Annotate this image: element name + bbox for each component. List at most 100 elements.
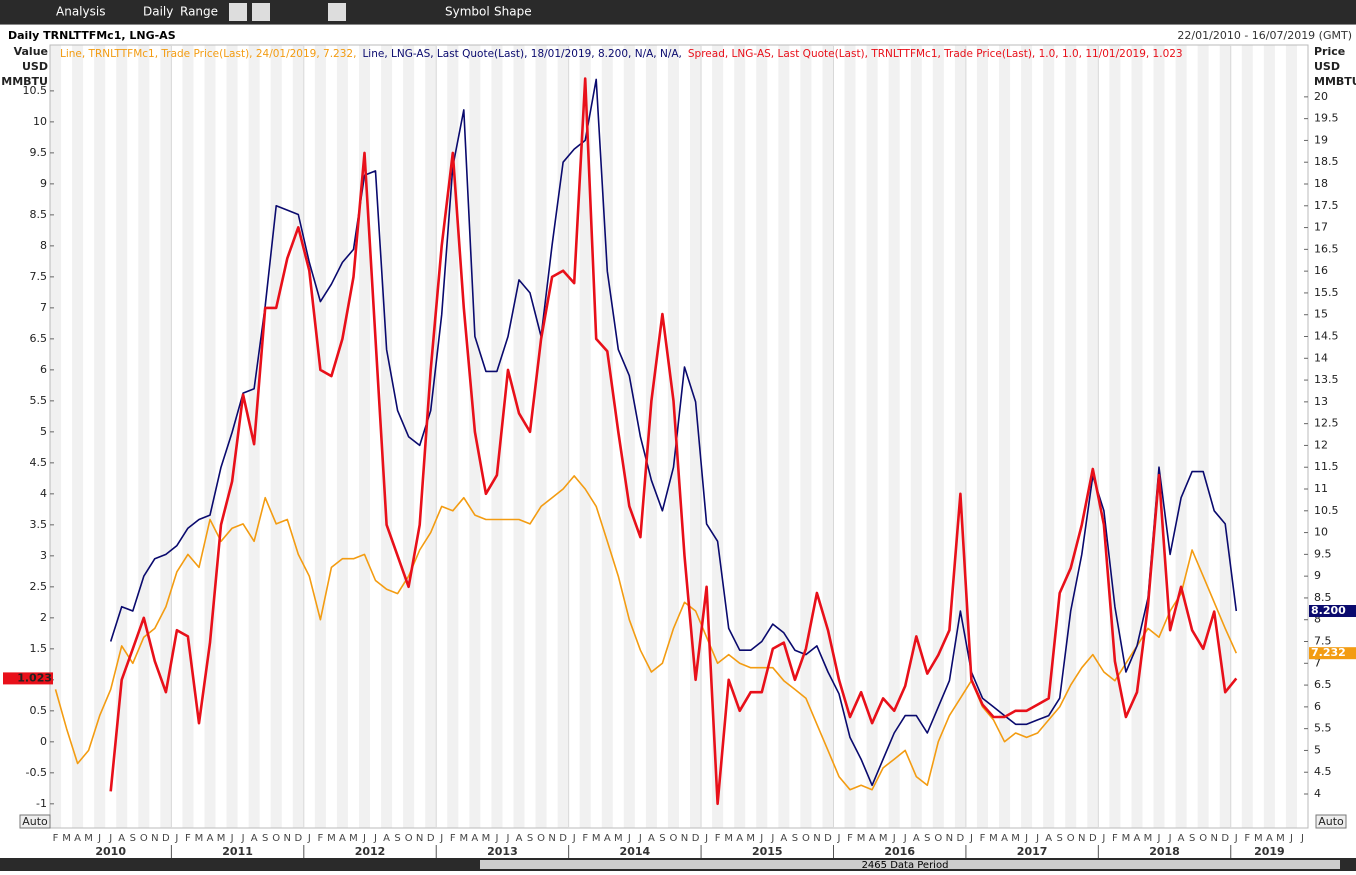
x-tick-label: J xyxy=(494,833,498,844)
year-label: 2017 xyxy=(1017,845,1048,858)
month-stripe xyxy=(425,45,437,828)
end-tag-label: 8.200 xyxy=(1311,604,1346,617)
x-tick-label: J xyxy=(505,833,509,844)
y2-tick-label: 17.5 xyxy=(1314,199,1339,212)
month-stripe xyxy=(204,45,216,828)
month-stripe xyxy=(381,45,393,828)
month-stripe xyxy=(513,45,525,828)
month-stripe xyxy=(690,45,702,828)
y2-axis-title: Price xyxy=(1314,45,1345,58)
end-tag-label: 7.232 xyxy=(1311,646,1346,659)
toolbar-icon[interactable] xyxy=(252,3,270,21)
x-tick-label: M xyxy=(989,833,998,844)
toolbar-icon[interactable] xyxy=(229,3,247,21)
month-stripe xyxy=(1241,45,1253,828)
year-label: 2016 xyxy=(884,845,915,858)
y-tick-label: 8.5 xyxy=(30,208,48,221)
month-stripe xyxy=(447,45,459,828)
y2-tick-label: 7.5 xyxy=(1314,635,1332,648)
y-tick-label: 10.5 xyxy=(23,84,48,97)
x-tick-label: J xyxy=(704,833,708,844)
y2-tick-label: 13.5 xyxy=(1314,373,1339,386)
x-tick-label: J xyxy=(903,833,907,844)
x-tick-label: J xyxy=(1157,833,1161,844)
y-tick-label: 10 xyxy=(33,115,47,128)
y2-tick-label: 19.5 xyxy=(1314,112,1339,125)
year-label: 2013 xyxy=(487,845,518,858)
toolbar-button[interactable]: Symbol xyxy=(445,5,490,19)
legend-entry: Line, TRNLTTFMc1, Trade Price(Last), 24/… xyxy=(60,48,356,60)
y-tick-label: 0.5 xyxy=(30,704,48,717)
x-tick-label: M xyxy=(1144,833,1153,844)
x-tick-label: D xyxy=(692,833,700,844)
y2-tick-label: 4 xyxy=(1314,787,1321,800)
legend: Line, TRNLTTFMc1, Trade Price(Last), 24/… xyxy=(60,48,1183,60)
month-stripe xyxy=(1087,45,1099,828)
y-tick-label: 5.5 xyxy=(30,394,48,407)
y2-tick-label: 16.5 xyxy=(1314,242,1339,255)
x-tick-label: J xyxy=(307,833,311,844)
x-tick-label: A xyxy=(780,833,787,844)
month-stripe xyxy=(667,45,679,828)
month-stripe xyxy=(1263,45,1275,828)
toolbar-button[interactable]: Analysis xyxy=(56,5,105,19)
y2-tick-label: 14 xyxy=(1314,351,1328,364)
x-tick-label: A xyxy=(648,833,655,844)
x-tick-label: O xyxy=(802,833,810,844)
x-tick-label: N xyxy=(813,833,820,844)
x-tick-label: F xyxy=(980,833,986,844)
auto-button[interactable] xyxy=(1315,814,1347,829)
toolbar-button[interactable]: Shape xyxy=(494,5,532,19)
month-stripe xyxy=(226,45,238,828)
auto-button-label: Auto xyxy=(22,815,48,828)
y2-tick-label: 8 xyxy=(1314,613,1321,626)
x-tick-label: J xyxy=(1035,833,1039,844)
x-tick-label: A xyxy=(516,833,523,844)
month-stripe xyxy=(491,45,503,828)
month-stripe xyxy=(712,45,724,828)
series-line xyxy=(54,475,1238,791)
y-tick-label: 6 xyxy=(40,363,47,376)
x-tick-label: M xyxy=(1011,833,1020,844)
toolbar-button[interactable]: Range xyxy=(180,5,218,19)
y-tick-label: 7 xyxy=(40,301,47,314)
y2-tick-label: 10.5 xyxy=(1314,504,1339,517)
y2-tick-label: 10 xyxy=(1314,526,1328,539)
month-stripe xyxy=(1109,45,1121,828)
x-tick-label: M xyxy=(195,833,204,844)
x-tick-label: A xyxy=(869,833,876,844)
x-tick-label: A xyxy=(471,833,478,844)
x-tick-label: J xyxy=(770,833,774,844)
y-axis-title: MMBTU xyxy=(1,75,48,88)
auto-button[interactable] xyxy=(19,814,51,829)
x-tick-label: N xyxy=(946,833,953,844)
plot-area: 2010 2011 2012 2013 2014 2015 2016 2017 2018 2019… xyxy=(1,44,1356,858)
y2-tick-label: 14.5 xyxy=(1314,330,1339,343)
x-tick-label: M xyxy=(84,833,93,844)
y-axis-title: USD xyxy=(22,60,48,73)
x-tick-label: M xyxy=(857,833,866,844)
x-tick-label: M xyxy=(1276,833,1285,844)
x-tick-label: O xyxy=(934,833,942,844)
year-label: 2011 xyxy=(222,845,253,858)
month-stripe xyxy=(822,45,834,828)
x-tick-label: O xyxy=(140,833,148,844)
month-stripe xyxy=(358,45,371,828)
x-tick-label: O xyxy=(670,833,678,844)
y-tick-label: 5 xyxy=(40,425,47,438)
toolbar-icon[interactable] xyxy=(328,3,346,21)
x-tick-label: A xyxy=(736,833,743,844)
x-tick-label: J xyxy=(108,833,112,844)
y-tick-label: 1.5 xyxy=(30,642,48,655)
x-tick-label: D xyxy=(824,833,832,844)
y2-tick-label: 18.5 xyxy=(1314,155,1339,168)
toolbar-button[interactable]: Daily xyxy=(143,5,173,19)
y2-tick-label: 15 xyxy=(1314,308,1328,321)
x-tick-label: J xyxy=(362,833,366,844)
x-tick-label: O xyxy=(537,833,545,844)
x-tick-label: J xyxy=(627,833,631,844)
y-axis-title: Value xyxy=(14,45,48,58)
x-tick-label: F xyxy=(582,833,588,844)
scroll-thumb[interactable] xyxy=(480,860,1340,869)
